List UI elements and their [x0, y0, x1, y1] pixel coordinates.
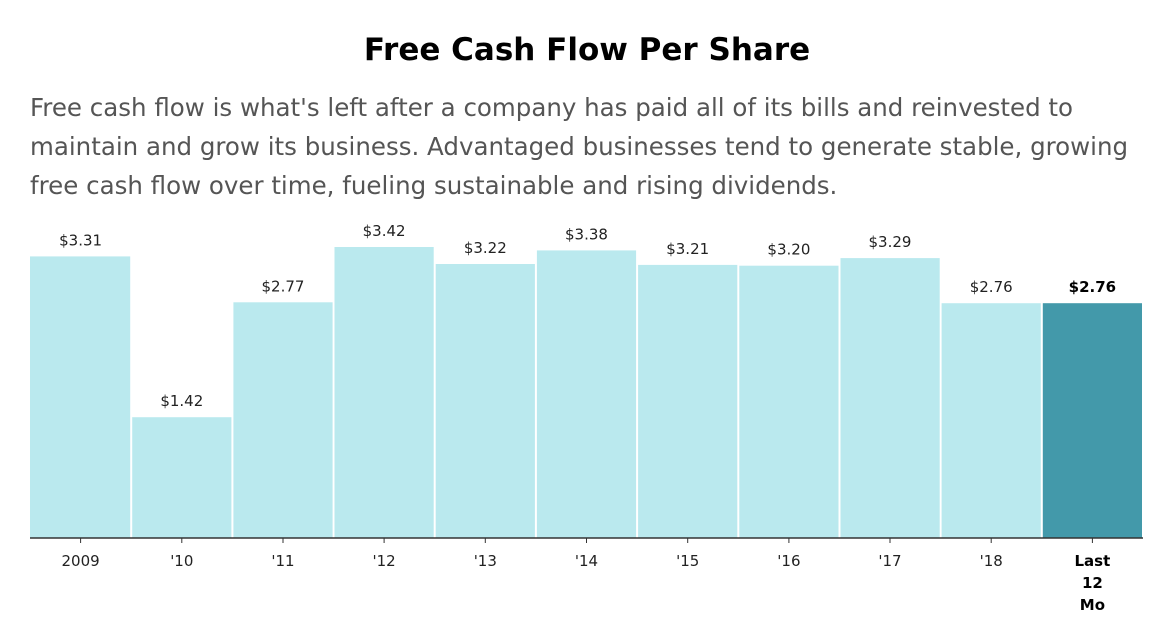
- bar-value-label: $2.77: [262, 277, 305, 295]
- bar-value-label: $3.20: [767, 241, 810, 259]
- x-tick-label: '10: [170, 552, 193, 570]
- bar: [840, 258, 940, 538]
- x-tick-label: Mo: [1080, 596, 1105, 614]
- bar: [132, 417, 232, 538]
- bar-value-label: $3.21: [666, 240, 709, 258]
- bar: [536, 250, 637, 538]
- x-tick-label: '11: [271, 552, 294, 570]
- x-tick-label: '17: [878, 552, 901, 570]
- bar-value-label: $3.29: [869, 233, 912, 251]
- x-tick-label: '16: [777, 552, 800, 570]
- x-tick-label: '13: [474, 552, 497, 570]
- bar: [30, 256, 131, 538]
- x-tick-label: '12: [372, 552, 395, 570]
- x-tick-label: 12: [1082, 574, 1103, 592]
- chart-subtitle: Free cash flow is what's left after a co…: [30, 93, 1129, 200]
- x-tick-label: '14: [575, 552, 598, 570]
- bar: [435, 264, 535, 538]
- x-tick-label: 2009: [62, 552, 100, 570]
- bar-value-label: $2.76: [1069, 278, 1116, 296]
- bar-value-label: $3.22: [464, 239, 507, 257]
- x-tick-label: '15: [676, 552, 699, 570]
- bar-value-label: $2.76: [970, 278, 1013, 296]
- chart-title: Free Cash Flow Per Share: [363, 32, 811, 68]
- bar-value-label: $3.42: [363, 222, 406, 240]
- bar-value-label: $3.38: [565, 225, 608, 243]
- bar: [334, 247, 434, 538]
- bar: [1042, 303, 1142, 538]
- bar: [233, 302, 333, 538]
- bar-value-label: $3.31: [59, 231, 102, 249]
- bar: [739, 265, 839, 538]
- bar: [941, 303, 1041, 538]
- bar: [638, 264, 738, 538]
- x-tick-label: Last: [1075, 552, 1111, 570]
- x-tick-label: '18: [980, 552, 1003, 570]
- bar-value-label: $1.42: [160, 392, 203, 410]
